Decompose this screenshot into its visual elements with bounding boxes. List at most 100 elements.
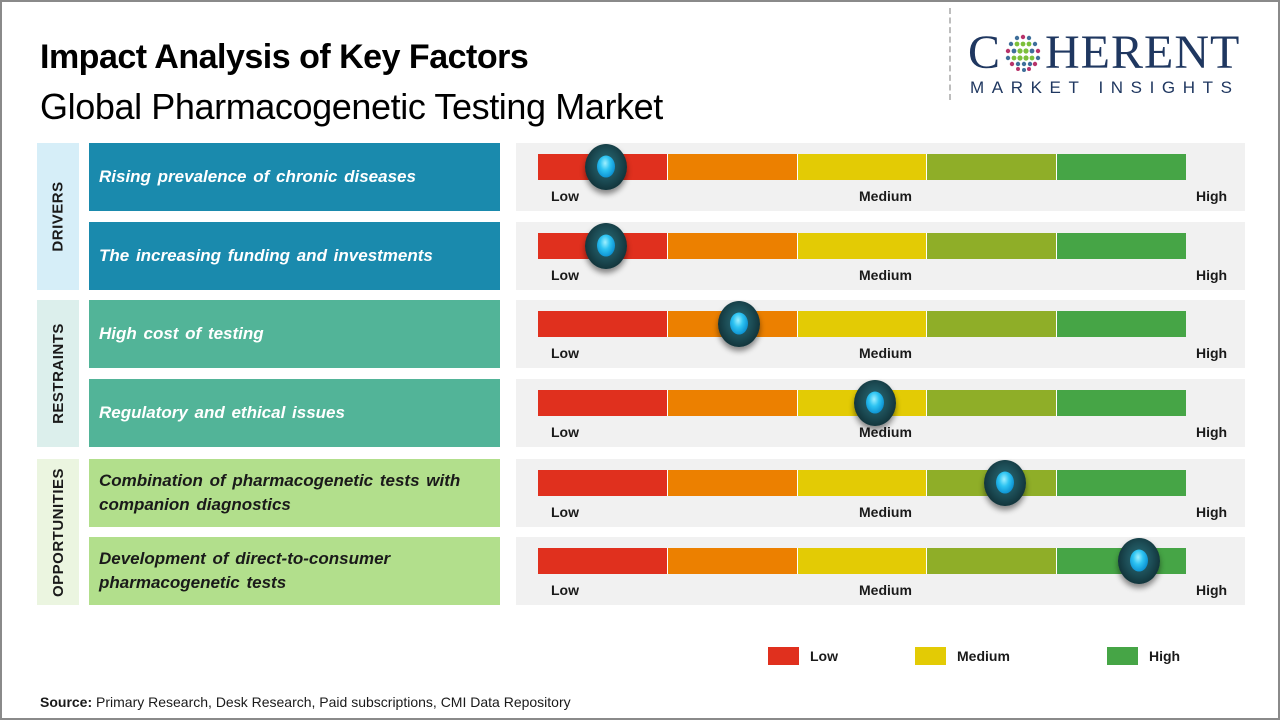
impact-indicator-knob-icon xyxy=(1117,538,1160,584)
scale-segment xyxy=(927,233,1058,259)
scale-segment xyxy=(667,548,798,574)
scale-label-low: Low xyxy=(551,504,579,520)
scale-label-high: High xyxy=(1196,267,1228,283)
logo-letters-herent: HERENT xyxy=(1045,26,1241,79)
scale-label-medium: Medium xyxy=(859,188,912,204)
impact-gauge: Low Medium High xyxy=(516,143,1245,211)
factor-text: Regulatory and ethical issues xyxy=(99,403,345,422)
scale-segment xyxy=(667,154,798,180)
impact-scale-bar xyxy=(538,548,1186,574)
scale-segment xyxy=(927,154,1058,180)
scale-segment xyxy=(538,548,668,574)
legend-label: High xyxy=(1149,648,1181,664)
group-label-text: RESTRAINTS xyxy=(49,323,67,424)
logo-wordmark: C HERENT xyxy=(968,26,1258,79)
factor-text: High cost of testing xyxy=(99,324,264,343)
impact-indicator-knob-icon xyxy=(717,301,760,347)
scale-label-low: Low xyxy=(551,582,579,598)
scale-label-medium: Medium xyxy=(859,504,912,520)
factor-box: Rising prevalence of chronic diseases xyxy=(89,143,500,211)
scale-label-low: Low xyxy=(551,345,579,361)
source-note: Source: Primary Research, Desk Research,… xyxy=(40,694,571,710)
scale-segment xyxy=(538,390,668,416)
factor-text: Rising prevalence of chronic diseases xyxy=(99,167,416,186)
factor-box: Regulatory and ethical issues xyxy=(89,379,500,447)
scale-segment xyxy=(667,233,798,259)
legend-label: Low xyxy=(810,648,838,664)
scale-segment xyxy=(927,311,1058,337)
scale-segment xyxy=(538,470,668,496)
group-label-opportunities: OPPORTUNITIES xyxy=(37,459,79,605)
impact-scale-bar xyxy=(538,154,1186,180)
impact-gauge: Low Medium High xyxy=(516,459,1245,527)
impact-gauge: Low Medium High xyxy=(516,537,1245,605)
impact-scale-bar xyxy=(538,390,1186,416)
scale-label-high: High xyxy=(1196,424,1228,440)
scale-label-high: High xyxy=(1196,504,1228,520)
impact-scale-bar xyxy=(538,311,1186,337)
impact-scale-bar xyxy=(538,470,1186,496)
scale-label-medium: Medium xyxy=(859,345,912,361)
logo-tagline: MARKET INSIGHTS xyxy=(970,78,1240,97)
impact-indicator-knob-icon xyxy=(585,144,628,190)
legend-item-high: High xyxy=(1107,647,1180,665)
page-title: Impact Analysis of Key Factors xyxy=(40,38,529,76)
scale-label-low: Low xyxy=(551,188,579,204)
scale-label-high: High xyxy=(1196,582,1228,598)
scale-segment xyxy=(1057,311,1186,337)
source-text: Primary Research, Desk Research, Paid su… xyxy=(92,694,571,710)
scale-segment xyxy=(667,470,798,496)
legend-swatch xyxy=(915,647,946,665)
scale-segment xyxy=(797,311,928,337)
impact-gauge: Low Medium High xyxy=(516,300,1245,368)
scale-segment xyxy=(1057,390,1186,416)
scale-label-medium: Medium xyxy=(859,267,912,283)
scale-segment xyxy=(797,233,928,259)
factor-text: Combination of pharmacogenetic tests wit… xyxy=(99,471,461,514)
source-prefix: Source: xyxy=(40,694,93,710)
scale-label-medium: Medium xyxy=(859,424,912,440)
scale-label-high: High xyxy=(1196,188,1228,204)
group-label-text: DRIVERS xyxy=(49,181,67,252)
factor-box: Development of direct-to-consumer pharma… xyxy=(89,537,500,605)
factor-box: Combination of pharmacogenetic tests wit… xyxy=(89,459,500,527)
scale-segment xyxy=(667,390,798,416)
group-label-restraints: RESTRAINTS xyxy=(37,300,79,447)
legend-label: Medium xyxy=(957,648,1010,664)
impact-gauge: Low Medium High xyxy=(516,379,1245,447)
impact-indicator-knob-icon xyxy=(983,460,1026,506)
factor-box: High cost of testing xyxy=(89,300,500,368)
page-subtitle: Global Pharmacogenetic Testing Market xyxy=(40,86,663,127)
legend-item-low: Low xyxy=(768,647,838,665)
impact-indicator-knob-icon xyxy=(853,380,896,426)
impact-gauge: Low Medium High xyxy=(516,222,1245,290)
impact-indicator-knob-icon xyxy=(585,223,628,269)
factor-text: The increasing funding and investments xyxy=(99,246,433,265)
group-label-drivers: DRIVERS xyxy=(37,143,79,290)
logo-divider xyxy=(949,8,951,100)
scale-label-low: Low xyxy=(551,424,579,440)
scale-segment xyxy=(538,311,668,337)
scale-segment xyxy=(797,470,928,496)
scale-label-low: Low xyxy=(551,267,579,283)
globe-dots-icon xyxy=(1005,34,1041,72)
factor-text: Development of direct-to-consumer pharma… xyxy=(99,549,391,592)
scale-segment xyxy=(927,390,1058,416)
company-logo: C HERENT MARKET INSIGHTS xyxy=(968,26,1258,98)
legend-swatch xyxy=(1107,647,1138,665)
legend-item-medium: Medium xyxy=(915,647,1010,665)
scale-label-medium: Medium xyxy=(859,582,912,598)
scale-segment xyxy=(927,548,1058,574)
legend-swatch xyxy=(768,647,799,665)
logo-letter-c: C xyxy=(968,26,1002,79)
impact-scale-bar xyxy=(538,233,1186,259)
scale-segment xyxy=(1057,233,1186,259)
scale-segment xyxy=(1057,470,1186,496)
scale-label-high: High xyxy=(1196,345,1228,361)
factor-box: The increasing funding and investments xyxy=(89,222,500,290)
scale-segment xyxy=(797,548,928,574)
scale-segment xyxy=(1057,154,1186,180)
scale-segment xyxy=(797,154,928,180)
group-label-text: OPPORTUNITIES xyxy=(49,467,67,597)
